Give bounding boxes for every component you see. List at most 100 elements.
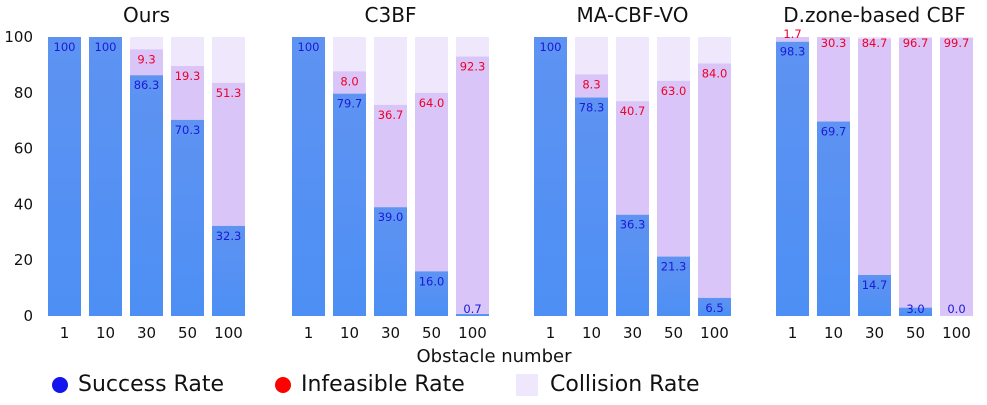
infeasible-value-label: 84.0 [702,67,728,81]
infeasible-bar [817,37,850,122]
success-bar [171,119,204,316]
success-bar [292,37,325,316]
collision-bar [130,37,163,50]
infeasible-bar [657,80,690,257]
legend-label-collision: Collision Rate [550,372,700,397]
x-tick-label: 100 [942,324,971,342]
success-value-label: 100 [540,40,562,54]
collision-bar [171,37,204,67]
success-bar [456,314,489,316]
success-bar [858,274,891,316]
collision-bar [899,37,932,38]
success-value-label: 79.7 [337,97,363,111]
success-bar [415,271,448,316]
success-value-label: 39.0 [378,210,404,224]
stacked-bar-chart: 0 20 40 60 80 100 Ours 100 1 100 10 86.3 9.3 30 70.3 1… [4,3,973,367]
infeasible-value-label: 1.7 [783,27,801,41]
collision-bar [657,37,690,81]
success-bar [89,37,122,316]
legend-swatch-collision [516,373,538,396]
legend-marker-infeasible [275,376,291,393]
infeasible-value-label: 40.7 [620,104,646,118]
x-tick-label: 10 [824,324,843,342]
infeasible-bar [940,37,973,316]
legend-label-infeasible: Infeasible Rate [301,372,465,397]
success-value-label: 100 [54,40,76,54]
infeasible-bar [456,56,489,315]
success-value-label: 69.7 [821,125,847,139]
success-bar [575,97,608,316]
y-tick-label: 0 [23,307,33,325]
legend-marker-success [52,376,68,393]
infeasible-value-label: 9.3 [137,52,155,66]
success-bar [374,207,407,316]
success-value-label: 100 [298,40,320,54]
infeasible-bar [776,37,809,42]
infeasible-bar [374,104,407,208]
infeasible-value-label: 63.0 [661,84,687,98]
collision-bar [575,37,608,75]
x-tick-label: 50 [178,324,197,342]
infeasible-value-label: 92.3 [460,60,486,74]
success-value-label: 16.0 [419,274,445,288]
x-tick-label: 50 [664,324,683,342]
success-bar [657,256,690,316]
infeasible-bar [899,37,932,308]
bar-groups: Ours 100 1 100 10 86.3 9.3 30 70.3 19.3 50 32.3 51.3… [48,3,973,342]
success-value-label: 86.3 [134,78,160,92]
infeasible-bar [333,71,366,94]
collision-bar [858,37,891,39]
collision-bar [456,37,489,57]
success-value-label: 6.5 [705,301,723,315]
collision-bar [212,37,245,83]
infeasible-value-label: 36.7 [378,108,404,122]
collision-bar [616,37,649,102]
group-title: C3BF [365,3,417,27]
success-value-label: 14.7 [862,278,888,292]
success-value-label: 98.3 [780,45,806,59]
legend: Success Rate Infeasible Rate Collision R… [0,372,987,405]
collision-bar [333,37,366,72]
x-tick-label: 10 [582,324,601,342]
success-bar [212,225,245,316]
infeasible-value-label: 51.3 [216,86,242,100]
group-title: D.zone-based CBF [783,3,966,27]
success-value-label: 36.3 [620,218,646,232]
bar-group: MA-CBF-VO 100 1 78.3 8.3 10 36.3 40.7 30 21.3 63.0… [534,3,731,342]
bar-group: D.zone-based CBF 98.3 1.7 1 69.7 30.3 10 14.7 84… [776,3,973,342]
bar-group: Ours 100 1 100 10 86.3 9.3 30 70.3 19.3 50 32.3 51.3… [48,3,245,342]
legend-item-infeasible: Infeasible Rate [275,372,465,397]
x-tick-label: 50 [422,324,441,342]
x-tick-label: 1 [60,324,70,342]
x-tick-label: 100 [700,324,729,342]
x-tick-label: 1 [546,324,556,342]
success-value-label: 3.0 [906,302,924,316]
y-tick-label: 20 [14,251,33,269]
legend-label-success: Success Rate [78,372,224,397]
infeasible-bar [212,82,245,226]
infeasible-bar [858,38,891,275]
infeasible-value-label: 8.0 [340,74,358,88]
x-tick-label: 10 [340,324,359,342]
infeasible-value-label: 19.3 [175,69,201,83]
bar-group: C3BF 100 1 79.7 8.0 10 39.0 36.7 30 16.0 64.0 50 0.7… [292,3,489,342]
success-bar [534,37,567,316]
x-tick-label: 10 [96,324,115,342]
success-bar [333,93,366,317]
success-value-label: 32.3 [216,229,242,243]
collision-bar [698,37,731,64]
x-tick-label: 30 [865,324,884,342]
x-tick-label: 100 [458,324,487,342]
y-tick-label: 60 [14,140,33,158]
success-value-label: 100 [95,40,117,54]
x-tick-label: 1 [304,324,314,342]
y-tick-label: 80 [14,84,33,102]
success-bar [616,214,649,316]
success-value-label: 78.3 [579,101,605,115]
collision-bar [415,37,448,93]
infeasible-bar [415,92,448,272]
success-bar [698,297,731,316]
infeasible-value-label: 64.0 [419,96,445,110]
infeasible-bar [616,101,649,215]
infeasible-value-label: 30.3 [821,36,847,50]
